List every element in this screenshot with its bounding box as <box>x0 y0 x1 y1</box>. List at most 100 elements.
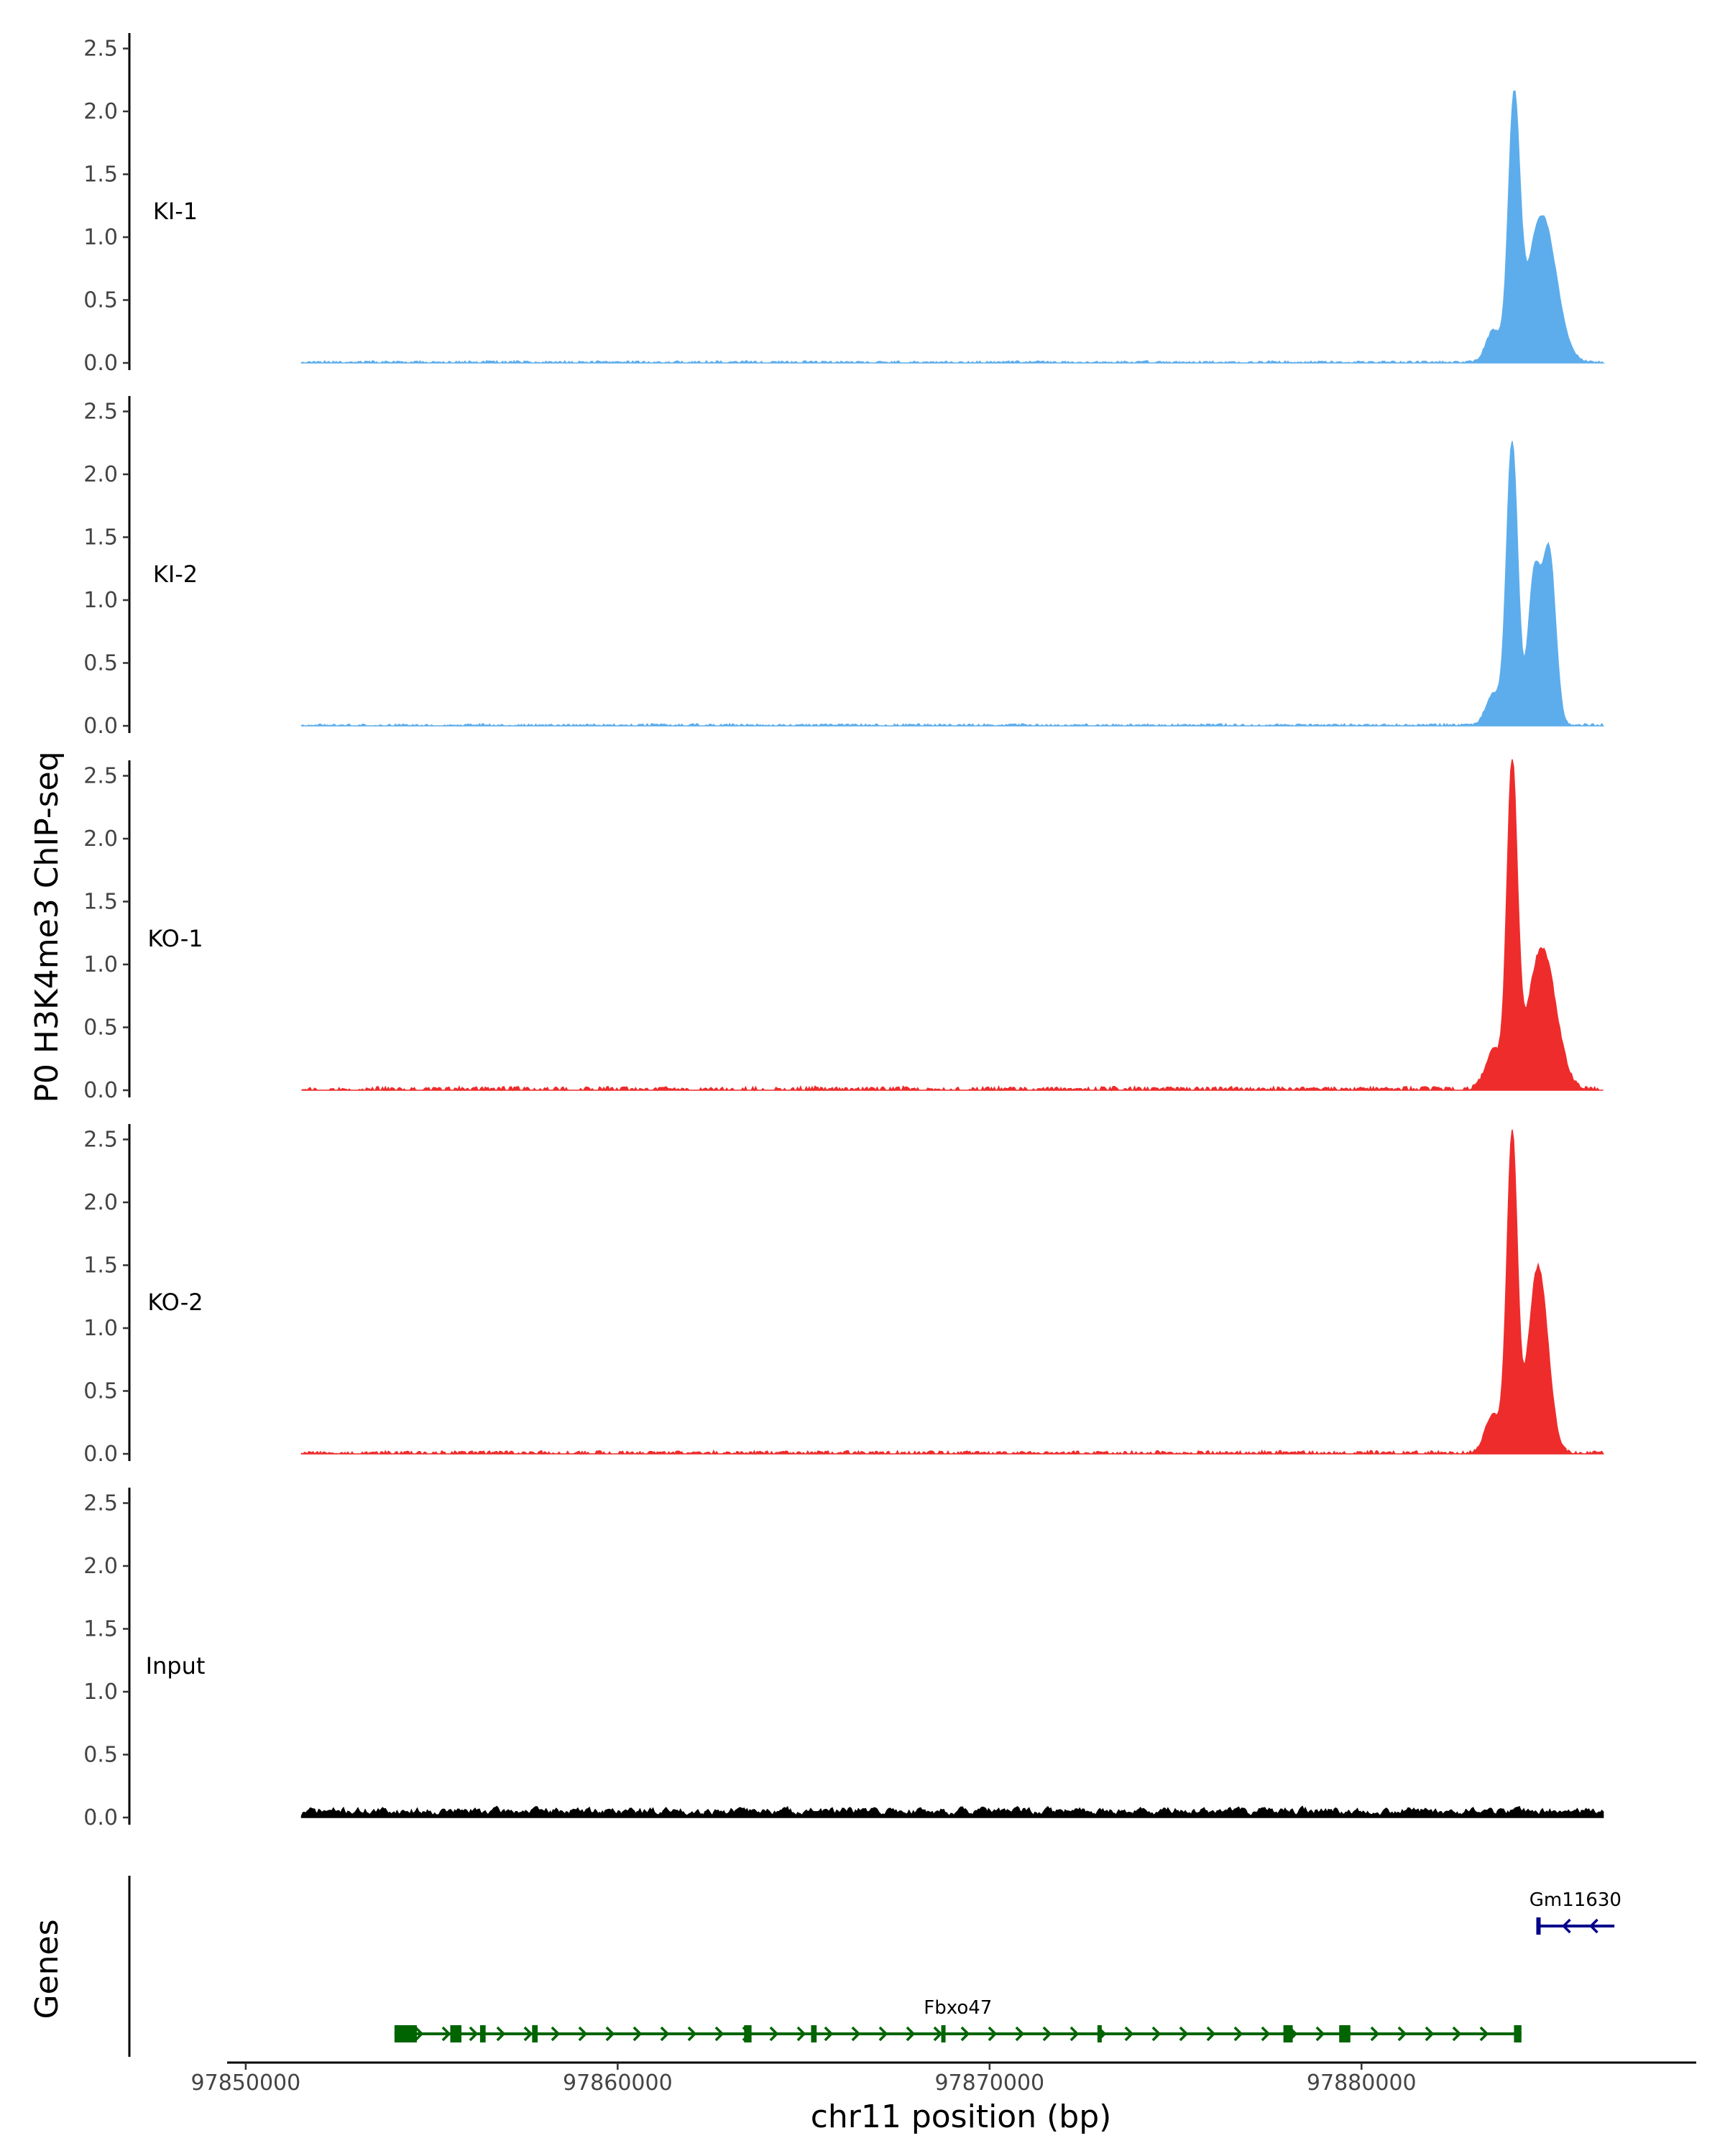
track-label: KI-1 <box>153 198 198 225</box>
y-tick-label: 1.0 <box>83 1680 118 1705</box>
y-tick-label: 0.5 <box>83 1379 118 1404</box>
exon-block <box>1097 2025 1102 2042</box>
track-ko-2: 0.0 0.5 1.0 1.5 2.0 2.5 KO-2 <box>83 1124 1604 1467</box>
strand-arrow-icon <box>1206 2026 1216 2042</box>
y-tick-label: 1.5 <box>83 890 118 915</box>
exon-block <box>1339 2025 1351 2042</box>
strand-arrow-icon <box>469 2026 479 2042</box>
track-label: KI-2 <box>153 561 198 588</box>
y-tick-label: 1.0 <box>83 1316 118 1341</box>
exon-block <box>1536 1917 1541 1935</box>
track-label: Input <box>146 1652 206 1680</box>
strand-arrow-icon <box>687 2026 697 2042</box>
y-tick-label: 2.5 <box>83 764 118 789</box>
y-axis-title: P0 H3K4me3 ChIP-seq <box>29 751 65 1102</box>
gene-annotation-panel: Fbxo47 Gm11630 <box>128 1876 1622 2057</box>
y-tick-label: 0.0 <box>83 1442 118 1467</box>
strand-arrow-icon <box>769 2026 779 2042</box>
strand-arrow-icon <box>1124 2026 1134 2042</box>
strand-arrow-icon <box>796 2026 806 2042</box>
strand-arrow-icon <box>1452 2026 1462 2042</box>
coverage-area-ki-2 <box>300 441 1605 727</box>
y-tick-label: 1.0 <box>83 952 118 977</box>
strand-arrow-icon <box>578 2026 588 2042</box>
strand-arrow-icon <box>1233 2026 1243 2042</box>
gene-name-label: Fbxo47 <box>924 1997 992 2019</box>
exon-block <box>450 2025 462 2042</box>
x-tick-label: 97880000 <box>1307 2070 1417 2096</box>
track-label: KO-2 <box>147 1289 203 1316</box>
exon-block <box>941 2025 946 2042</box>
strand-arrow-icon <box>496 2026 506 2042</box>
exon-block <box>1283 2025 1293 2042</box>
track-ki-1: 0.0 0.5 1.0 1.5 2.0 2.5 KI-1 <box>83 33 1606 376</box>
strand-arrow-icon <box>1151 2026 1162 2042</box>
y-tick-label: 1.5 <box>83 162 118 188</box>
strand-arrow-icon <box>605 2026 615 2042</box>
y-tick-label: 0.0 <box>83 1078 118 1103</box>
y-tick-label: 1.5 <box>83 525 118 550</box>
gene-fbxo47: Fbxo47 <box>394 1997 1522 2042</box>
exon-block <box>744 2025 752 2042</box>
y-tick-label: 0.5 <box>83 651 118 676</box>
gene-gm11630: Gm11630 <box>1530 1889 1622 1935</box>
x-tick-label: 97860000 <box>563 2070 673 2096</box>
y-tick-label: 0.0 <box>83 1805 118 1830</box>
y-tick-label: 2.5 <box>83 37 118 62</box>
strand-arrow-icon <box>441 2026 451 2042</box>
strand-arrow-icon <box>1179 2026 1189 2042</box>
strand-arrow-icon <box>878 2026 888 2042</box>
exon-block <box>479 2025 486 2042</box>
strand-arrow-icon <box>1261 2026 1271 2042</box>
strand-arrow-icon <box>660 2026 670 2042</box>
y-tick-label: 0.5 <box>83 1015 118 1041</box>
track-label: KO-1 <box>147 925 203 952</box>
exon-block <box>532 2025 538 2042</box>
y-tick-label: 0.5 <box>83 288 118 313</box>
strand-arrow-icon <box>714 2026 724 2042</box>
strand-arrow-icon <box>1425 2026 1435 2042</box>
strand-arrow-icon <box>1315 2026 1325 2042</box>
track-ko-1: 0.0 0.5 1.0 1.5 2.0 2.5 KO-1 <box>83 759 1604 1103</box>
strand-arrow-icon <box>960 2026 970 2042</box>
y-tick-label: 2.0 <box>83 99 118 124</box>
x-tick-label: 97870000 <box>934 2070 1044 2096</box>
strand-arrow-icon <box>1397 2026 1407 2042</box>
track-ki-2: 0.0 0.5 1.0 1.5 2.0 2.5 KI-2 <box>83 396 1605 739</box>
track-input: 0.0 0.5 1.0 1.5 2.0 2.5 Input <box>83 1488 1604 1830</box>
y-tick-label: 2.0 <box>83 1190 118 1215</box>
strand-arrow-icon <box>906 2026 916 2042</box>
x-axis: 97850000 97860000 97870000 97880000 <box>191 2061 1696 2096</box>
exon-block <box>811 2025 817 2042</box>
strand-arrow-icon <box>523 2026 533 2042</box>
strand-arrow-icon <box>1479 2026 1489 2042</box>
y-tick-label: 2.5 <box>83 1491 118 1516</box>
genes-axis-title: Genes <box>29 1919 65 2019</box>
strand-arrow-icon <box>551 2026 561 2042</box>
y-tick-label: 0.5 <box>83 1743 118 1768</box>
y-tick-label: 1.0 <box>83 588 118 613</box>
coverage-area-ko-2 <box>300 1129 1604 1455</box>
strand-arrow-icon <box>1370 2026 1380 2042</box>
y-tick-label: 1.0 <box>83 225 118 250</box>
coverage-area-ko-1 <box>301 759 1604 1092</box>
strand-arrow-icon <box>1015 2026 1025 2042</box>
coverage-area-ki-1 <box>300 90 1606 364</box>
gene-name-label: Gm11630 <box>1530 1889 1622 1911</box>
x-axis-title: chr11 position (bp) <box>811 2099 1112 2135</box>
x-tick-label: 97850000 <box>191 2070 301 2096</box>
y-tick-label: 0.0 <box>83 714 118 739</box>
exon-block <box>394 2025 417 2042</box>
strand-arrow-icon <box>851 2026 861 2042</box>
exon-block <box>1514 2025 1522 2042</box>
y-tick-label: 1.5 <box>83 1617 118 1642</box>
y-tick-label: 1.5 <box>83 1253 118 1279</box>
y-tick-label: 2.0 <box>83 826 118 852</box>
coverage-area-input <box>300 1805 1604 1818</box>
y-tick-label: 2.5 <box>83 400 118 425</box>
strand-arrow-icon <box>1562 1918 1571 1934</box>
strand-arrow-icon <box>632 2026 643 2042</box>
strand-arrow-icon <box>988 2026 998 2042</box>
strand-arrow-icon <box>1589 1918 1598 1934</box>
strand-arrow-icon <box>1070 2026 1080 2042</box>
